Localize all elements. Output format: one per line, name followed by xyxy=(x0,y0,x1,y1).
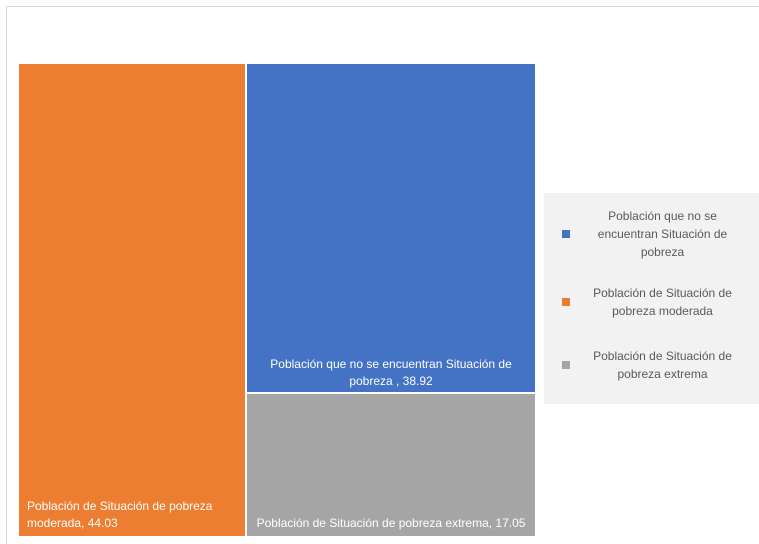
chart-legend: Población que no se encuentran Situación… xyxy=(544,193,759,404)
data-label-no-pobreza: Población que no se encuentran Situación… xyxy=(270,356,512,388)
legend-label-pobreza-extrema: Población de Situación de pobreza extrem… xyxy=(593,349,732,381)
data-label-pobreza-extrema: Población de Situación de pobreza extrem… xyxy=(256,515,526,530)
legend-swatch-pobreza-extrema xyxy=(562,361,570,369)
legend-swatch-pobreza-moderada xyxy=(562,298,570,306)
treemap-tile-pobreza-moderada[interactable]: Población de Situación de pobreza modera… xyxy=(18,63,247,537)
treemap-tile-pobreza-extrema[interactable]: Población de Situación de pobreza extrem… xyxy=(246,392,536,537)
data-label-pobreza-moderada: Población de Situación de pobreza modera… xyxy=(27,499,213,530)
legend-swatch-no-pobreza xyxy=(562,230,570,238)
legend-entry-pobreza-moderada: Población de Situación de pobreza modera… xyxy=(544,284,759,320)
legend-entry-pobreza-extrema: Población de Situación de pobreza extrem… xyxy=(544,347,759,383)
treemap-tile-no-pobreza[interactable]: Población que no se encuentran Situación… xyxy=(246,63,536,393)
legend-label-pobreza-moderada: Población de Situación de pobreza modera… xyxy=(593,286,732,318)
legend-label-no-pobreza: Población que no se encuentran Situación… xyxy=(597,209,728,259)
legend-entry-no-pobreza: Población que no se encuentran Situación… xyxy=(544,207,759,261)
